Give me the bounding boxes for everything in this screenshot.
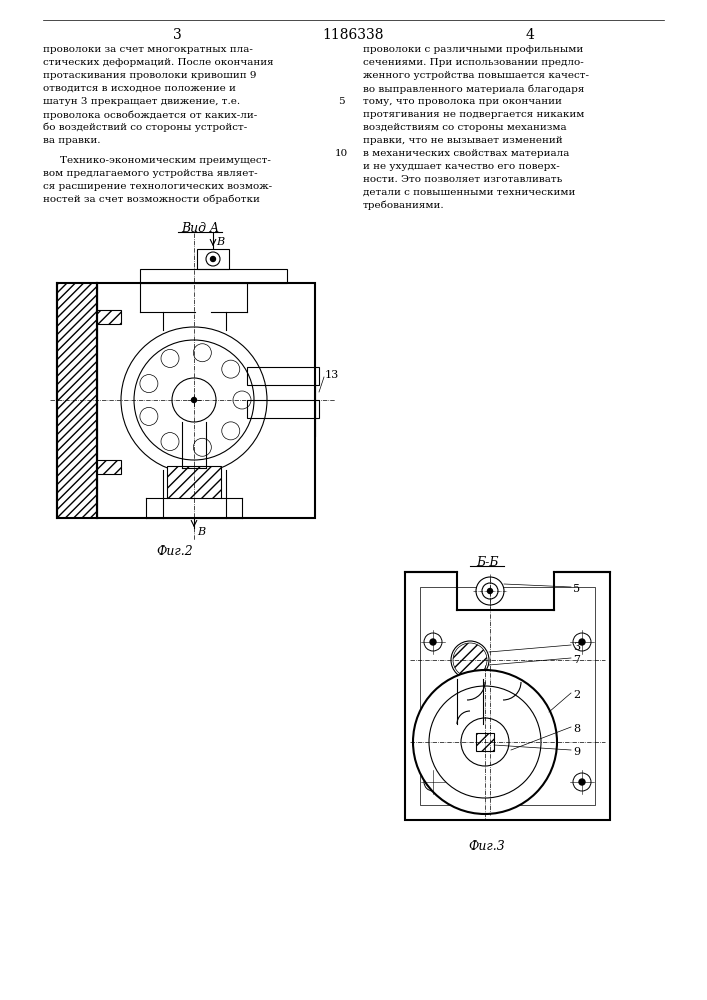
Bar bbox=[97, 283, 315, 518]
Bar bbox=[476, 733, 494, 751]
Text: 2: 2 bbox=[573, 690, 580, 700]
Text: 5: 5 bbox=[573, 584, 580, 594]
Circle shape bbox=[453, 643, 487, 677]
Text: проволоки за счет многократных пла-: проволоки за счет многократных пла- bbox=[43, 45, 253, 54]
Circle shape bbox=[140, 375, 158, 393]
Bar bbox=[247, 400, 319, 418]
Text: ностей за счет возможности обработки: ностей за счет возможности обработки bbox=[43, 195, 260, 205]
Text: протягивания не подвергается никаким: протягивания не подвергается никаким bbox=[363, 110, 585, 119]
Circle shape bbox=[461, 718, 509, 766]
Circle shape bbox=[488, 588, 493, 593]
Circle shape bbox=[211, 256, 216, 261]
Circle shape bbox=[193, 344, 211, 362]
Circle shape bbox=[430, 779, 436, 785]
Text: сечениями. При использовании предло-: сечениями. При использовании предло- bbox=[363, 58, 584, 67]
Bar bbox=[197, 249, 229, 269]
Text: 13: 13 bbox=[325, 370, 339, 380]
Text: Фиг.3: Фиг.3 bbox=[469, 840, 506, 853]
Text: в механических свойствах материала: в механических свойствах материала bbox=[363, 149, 569, 158]
Text: В: В bbox=[216, 237, 224, 247]
Bar bbox=[97, 460, 121, 474]
Text: во выправленного материала благодаря: во выправленного материала благодаря bbox=[363, 84, 585, 94]
Circle shape bbox=[429, 686, 541, 798]
Circle shape bbox=[172, 378, 216, 422]
Circle shape bbox=[579, 639, 585, 645]
Text: отводится в исходное положение и: отводится в исходное положение и bbox=[43, 84, 236, 93]
Text: 3: 3 bbox=[573, 642, 580, 652]
Text: женного устройства повышается качест-: женного устройства повышается качест- bbox=[363, 71, 589, 80]
Circle shape bbox=[222, 422, 240, 440]
Bar bbox=[405, 572, 610, 820]
Bar bbox=[140, 269, 287, 283]
Bar bbox=[97, 310, 121, 324]
Text: стических деформаций. После окончания: стических деформаций. После окончания bbox=[43, 58, 274, 67]
Text: Б-Б: Б-Б bbox=[476, 556, 498, 569]
Text: требованиями.: требованиями. bbox=[363, 201, 445, 211]
Text: 9: 9 bbox=[573, 747, 580, 757]
Text: Технико-экономическим преимущест-: Технико-экономическим преимущест- bbox=[60, 156, 271, 165]
Circle shape bbox=[192, 397, 197, 402]
Circle shape bbox=[140, 407, 158, 425]
Text: ся расширение технологических возмож-: ся расширение технологических возмож- bbox=[43, 182, 272, 191]
Circle shape bbox=[161, 349, 179, 367]
Circle shape bbox=[430, 639, 436, 645]
Bar bbox=[247, 367, 319, 385]
Text: 4: 4 bbox=[525, 28, 534, 42]
Bar bbox=[167, 466, 221, 498]
Circle shape bbox=[233, 391, 251, 409]
Text: 5: 5 bbox=[338, 97, 344, 106]
Circle shape bbox=[222, 360, 240, 378]
Text: Вид A: Вид A bbox=[181, 222, 219, 235]
Text: 10: 10 bbox=[335, 149, 349, 158]
Circle shape bbox=[579, 779, 585, 785]
Text: правки, что не вызывает изменений: правки, что не вызывает изменений bbox=[363, 136, 563, 145]
Bar bbox=[57, 283, 97, 518]
Circle shape bbox=[413, 670, 557, 814]
Text: 1186338: 1186338 bbox=[322, 28, 384, 42]
Text: детали с повышенными техническими: детали с повышенными техническими bbox=[363, 188, 575, 197]
Text: 3: 3 bbox=[173, 28, 182, 42]
Circle shape bbox=[134, 340, 254, 460]
Text: Фиг.2: Фиг.2 bbox=[157, 545, 194, 558]
Text: протаскивания проволоки кривошип 9: протаскивания проволоки кривошип 9 bbox=[43, 71, 257, 80]
Circle shape bbox=[476, 577, 504, 605]
Circle shape bbox=[121, 327, 267, 473]
Text: 7: 7 bbox=[573, 655, 580, 665]
Text: воздействиям со стороны механизма: воздействиям со стороны механизма bbox=[363, 123, 566, 132]
Text: ности. Это позволяет изготавливать: ности. Это позволяет изготавливать bbox=[363, 175, 562, 184]
Circle shape bbox=[161, 433, 179, 451]
Text: В: В bbox=[197, 527, 205, 537]
Text: бо воздействий со стороны устройст-: бо воздействий со стороны устройст- bbox=[43, 123, 247, 132]
Circle shape bbox=[451, 641, 489, 679]
Text: проволоки с различными профильными: проволоки с различными профильными bbox=[363, 45, 583, 54]
Text: тому, что проволока при окончании: тому, что проволока при окончании bbox=[363, 97, 562, 106]
Text: ва правки.: ва правки. bbox=[43, 136, 100, 145]
Text: и не ухудшает качество его поверх-: и не ухудшает качество его поверх- bbox=[363, 162, 560, 171]
Circle shape bbox=[193, 438, 211, 456]
Text: 8: 8 bbox=[573, 724, 580, 734]
Text: проволока освобождается от каких-ли-: проволока освобождается от каких-ли- bbox=[43, 110, 257, 119]
Text: шатун 3 прекращает движение, т.е.: шатун 3 прекращает движение, т.е. bbox=[43, 97, 240, 106]
Text: вом предлагаемого устройства являет-: вом предлагаемого устройства являет- bbox=[43, 169, 257, 178]
Bar bbox=[420, 587, 595, 805]
